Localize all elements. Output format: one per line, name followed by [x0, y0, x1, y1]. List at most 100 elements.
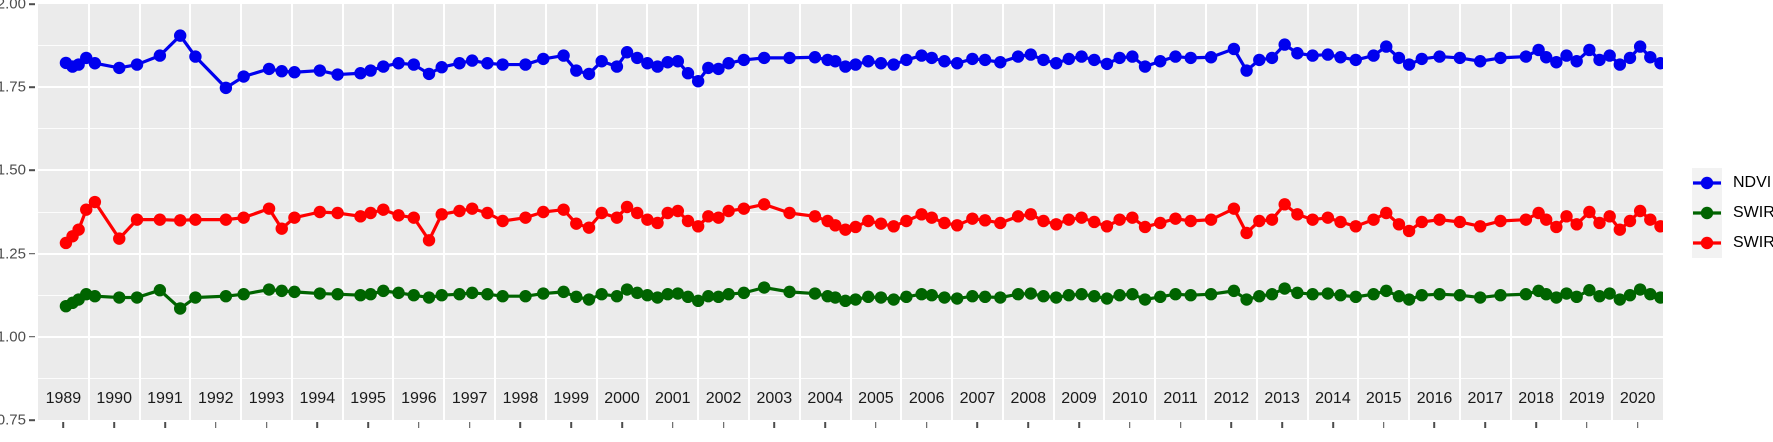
- legend: NDVI SWIR2 SWIR1: [1692, 168, 1773, 258]
- gridline-vertical: [1052, 4, 1055, 420]
- data-point: [1049, 57, 1063, 70]
- data-point: [288, 285, 301, 299]
- legend-key-swatch: [1692, 198, 1722, 228]
- data-point: [1265, 51, 1279, 65]
- x-axis-tick-mark: [1281, 422, 1283, 428]
- data-point: [313, 287, 327, 300]
- data-point: [1138, 60, 1152, 73]
- data-point: [354, 289, 367, 302]
- x-axis-tick-label: 1996: [401, 390, 437, 407]
- data-point: [1334, 215, 1347, 229]
- data-point: [808, 287, 822, 300]
- data-point: [1570, 290, 1583, 304]
- x-axis-tick-label: 2010: [1112, 390, 1148, 407]
- x-axis-tick-label: 2000: [604, 390, 640, 407]
- data-point: [950, 57, 964, 70]
- data-point: [900, 53, 913, 67]
- data-point: [1024, 48, 1037, 61]
- x-axis-tick-label: 2002: [705, 390, 742, 407]
- data-point: [1113, 213, 1126, 226]
- data-point: [496, 290, 509, 303]
- data-point: [1204, 213, 1218, 226]
- data-point: [557, 203, 570, 216]
- x-axis-tick-label: 2001: [654, 390, 691, 407]
- gridline-vertical: [1458, 4, 1461, 420]
- gridline-vertical: [1001, 4, 1004, 420]
- data-point: [1306, 288, 1319, 301]
- data-point: [712, 62, 725, 76]
- data-point: [377, 284, 390, 298]
- data-point: [610, 290, 624, 303]
- data-point: [887, 58, 900, 71]
- data-point: [1415, 52, 1428, 66]
- data-point: [275, 222, 288, 235]
- data-point: [631, 286, 644, 300]
- y-axis-tick-mark: [29, 336, 35, 338]
- data-point: [1334, 51, 1347, 64]
- data-point: [1570, 55, 1583, 68]
- data-point: [1037, 290, 1050, 303]
- data-point: [1240, 293, 1253, 306]
- data-point: [681, 67, 695, 80]
- data-point: [862, 290, 875, 304]
- y-axis-tick-mark: [29, 169, 35, 172]
- data-point: [938, 291, 951, 304]
- data-point: [237, 288, 250, 301]
- data-point: [88, 57, 102, 70]
- x-axis-tick-mark: [570, 422, 572, 428]
- data-point: [966, 290, 979, 303]
- data-point: [1278, 282, 1291, 295]
- y-axis-tick-label: 1.25: [0, 245, 26, 263]
- data-point: [691, 220, 705, 233]
- data-point: [808, 51, 822, 64]
- x-axis-tick-label: 1989: [45, 390, 82, 407]
- data-point: [1593, 53, 1606, 67]
- data-point: [1392, 51, 1406, 65]
- data-point: [557, 49, 570, 62]
- data-point: [661, 56, 674, 69]
- data-point: [1633, 204, 1647, 218]
- data-point: [829, 219, 842, 232]
- plot-panel: 1989 1990 1991 1992 1993 1994 1995 1996 1997 1998…: [38, 4, 1663, 420]
- data-point: [1062, 52, 1076, 66]
- data-point: [1519, 288, 1533, 301]
- x-axis-tick-mark: [925, 422, 928, 428]
- legend-item-ndvi[interactable]: NDVI: [1692, 168, 1773, 198]
- data-point: [557, 285, 570, 299]
- data-point: [1306, 49, 1319, 62]
- data-point: [1227, 284, 1241, 298]
- gridline-vertical: [849, 4, 852, 420]
- x-axis-tick-label: 1992: [197, 390, 234, 407]
- gridline-vertical: [1103, 4, 1106, 420]
- x-axis-tick-mark: [1433, 422, 1436, 428]
- data-point: [313, 205, 327, 219]
- data-point: [1644, 51, 1657, 64]
- gridline-vertical: [798, 4, 801, 420]
- data-point: [1240, 64, 1253, 77]
- data-point: [1024, 208, 1037, 221]
- data-point: [1392, 290, 1406, 303]
- gridline-vertical: [900, 4, 903, 420]
- data-point: [354, 67, 367, 80]
- data-point: [582, 293, 596, 306]
- x-axis-tick-label: 1993: [248, 390, 285, 407]
- data-point: [1433, 50, 1446, 63]
- gridline-vertical: [138, 4, 141, 420]
- x-axis-tick-label: 2006: [908, 390, 945, 407]
- x-axis-tick-label: 2013: [1264, 390, 1300, 407]
- data-point: [1380, 284, 1393, 298]
- data-point: [641, 57, 654, 70]
- legend-item-swir2[interactable]: SWIR2: [1692, 198, 1773, 228]
- data-point: [1560, 210, 1573, 223]
- gridline-vertical: [494, 4, 497, 420]
- data-point: [994, 216, 1007, 230]
- data-point: [1169, 50, 1182, 63]
- data-point: [1011, 288, 1025, 301]
- data-point: [1204, 51, 1218, 64]
- data-point: [681, 214, 695, 228]
- data-point: [435, 208, 448, 221]
- data-point: [1062, 289, 1076, 302]
- x-axis-tick-mark: [62, 422, 65, 428]
- legend-item-swir1[interactable]: SWIR1: [1692, 228, 1773, 258]
- data-point: [1062, 213, 1076, 226]
